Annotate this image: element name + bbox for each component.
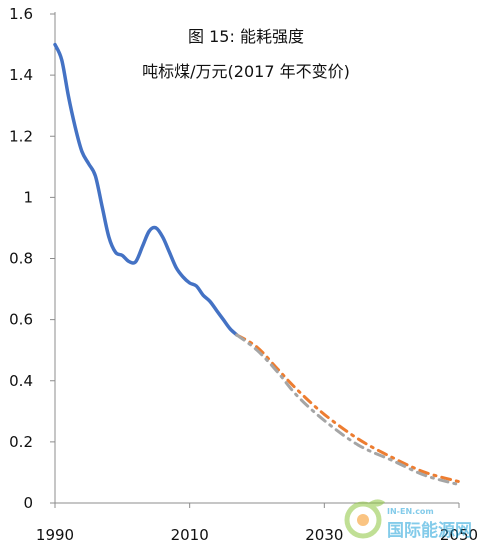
- x-tick-label: 1990: [36, 526, 74, 544]
- y-tick-label: 0: [23, 494, 33, 512]
- series-line-1: [53, 42, 239, 337]
- series-group: [53, 42, 461, 487]
- tick-labels: 0 0.2 0.4 0.6 0.8 1 1.2 1.4 1.6 1990 2010 2030 2050: [9, 5, 478, 544]
- axes: [50, 12, 460, 508]
- series-line-3: [235, 333, 461, 487]
- chart-subtitle: 吨标煤/万元(2017 年不变价): [142, 62, 350, 81]
- y-tick-label: 0.2: [9, 433, 33, 451]
- x-tick-label: 2030: [305, 526, 343, 544]
- y-tick-label: 1: [23, 188, 33, 206]
- chart-title: 图 15: 能耗强度: [188, 27, 304, 46]
- y-tick-label: 0.8: [9, 250, 33, 268]
- y-tick-label: 0.4: [9, 372, 33, 390]
- y-tick-label: 1.4: [9, 66, 33, 84]
- x-tick-label: 2010: [171, 526, 209, 544]
- leaf-logo-icon: [344, 499, 385, 539]
- y-tick-label: 1.2: [9, 127, 33, 145]
- watermark: IN-EN.com 国际能源网: [344, 499, 472, 541]
- series-line-2: [235, 333, 461, 484]
- y-tick-label: 1.6: [9, 5, 33, 23]
- y-tick-label: 0.6: [9, 311, 33, 329]
- watermark-name: 国际能源网: [387, 520, 472, 541]
- watermark-domain: IN-EN.com: [387, 507, 434, 516]
- x-tick-label: 2050: [440, 526, 478, 544]
